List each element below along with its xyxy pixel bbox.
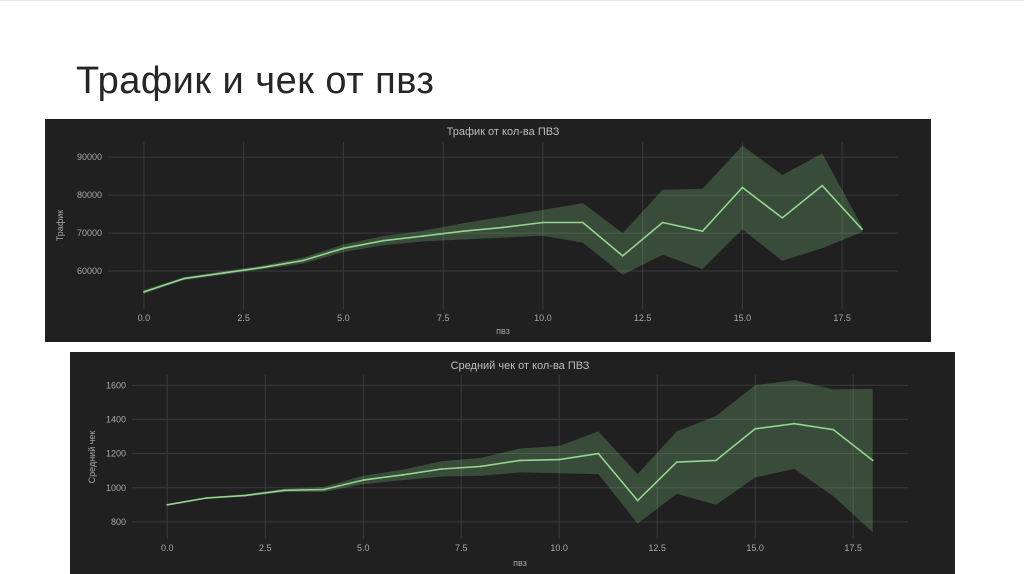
data-point <box>832 428 835 431</box>
data-point <box>262 266 265 269</box>
confidence-band <box>167 380 873 533</box>
x-tick-label: 7.5 <box>437 313 450 323</box>
y-tick-label: 70000 <box>77 228 102 238</box>
x-tick-label: 17.5 <box>844 543 862 553</box>
data-point <box>541 221 544 224</box>
y-tick-label: 90000 <box>77 152 102 162</box>
y-tick-label: 1200 <box>106 449 126 459</box>
y-tick-label: 800 <box>111 517 126 527</box>
data-point <box>143 291 145 293</box>
x-tick-label: 15.0 <box>734 313 752 323</box>
x-tick-label: 10.0 <box>550 543 568 553</box>
x-tick-label: 2.5 <box>237 313 250 323</box>
data-point <box>701 230 704 233</box>
x-tick-label: 12.5 <box>634 313 652 323</box>
x-tick-label: 7.5 <box>455 543 468 553</box>
avg-check-chart-panel: 0.0 2.5 5.0 7.5 10.0 12.5 15.0 17.5 800 1000 1200 1… <box>70 352 955 574</box>
x-tick-label: 12.5 <box>648 543 666 553</box>
x-axis-label: пвз <box>513 558 527 568</box>
y-tick-label: 80000 <box>77 190 102 200</box>
data-point <box>581 221 584 224</box>
data-point <box>519 459 521 462</box>
data-point <box>781 217 784 219</box>
data-point <box>205 497 208 499</box>
traffic-chart: 0.0 2.5 5.0 7.5 10.0 12.5 15.0 17.5 60000 70000 80… <box>55 126 898 336</box>
data-point <box>661 221 664 224</box>
y-tick-label: 1600 <box>106 380 126 390</box>
x-tick-label: 0.0 <box>161 543 174 553</box>
data-point <box>636 499 639 502</box>
data-point <box>182 277 185 280</box>
data-points <box>143 184 863 293</box>
page-title: Трафик и чек от пвз <box>76 60 435 102</box>
data-point <box>222 272 225 274</box>
x-tick-label: 5.0 <box>357 543 370 553</box>
y-tick-label: 1000 <box>106 483 126 493</box>
grid <box>132 375 908 539</box>
data-point <box>382 239 385 242</box>
data-point <box>597 452 600 455</box>
data-point <box>440 468 443 470</box>
data-point <box>479 465 482 468</box>
data-point <box>715 459 717 462</box>
top-rule <box>0 0 1024 1</box>
data-point <box>502 226 504 229</box>
chart-title: Средний чек от кол-ва ПВЗ <box>451 360 590 372</box>
x-tick-label: 15.0 <box>746 543 764 553</box>
data-point <box>558 458 561 461</box>
data-point <box>821 184 824 187</box>
grid <box>108 142 898 309</box>
data-point <box>462 230 465 233</box>
data-point <box>401 474 404 476</box>
data-points <box>166 422 874 506</box>
x-axis-label: пвз <box>496 326 510 336</box>
data-point <box>861 228 863 231</box>
data-point <box>754 427 757 430</box>
y-axis-label: Трафик <box>55 210 65 241</box>
data-point <box>621 254 624 257</box>
y-axis-label: Средний чек <box>87 431 97 484</box>
y-tick-label: 1400 <box>106 414 126 424</box>
confidence-band <box>143 145 863 294</box>
data-point <box>362 479 365 481</box>
x-tick-label: 10.0 <box>534 313 552 323</box>
data-point <box>675 461 678 464</box>
data-point <box>422 235 425 238</box>
x-tick-label: 17.5 <box>833 313 851 323</box>
data-point <box>283 489 286 492</box>
x-tick-label: 2.5 <box>259 543 272 553</box>
x-tick-label: 0.0 <box>138 313 151 323</box>
data-point <box>741 186 744 189</box>
data-point <box>166 503 169 506</box>
data-point <box>323 488 325 491</box>
data-point <box>244 494 247 497</box>
data-point <box>871 459 874 462</box>
y-tick-label: 60000 <box>77 266 102 276</box>
data-point <box>302 259 305 262</box>
avg-check-chart: 0.0 2.5 5.0 7.5 10.0 12.5 15.0 17.5 800 1000 1200 1… <box>87 360 908 568</box>
data-point <box>793 422 796 425</box>
x-tick-label: 5.0 <box>337 313 350 323</box>
traffic-chart-panel: 0.0 2.5 5.0 7.5 10.0 12.5 15.0 17.5 60000 70000 80… <box>45 119 931 342</box>
chart-title: Трафик от кол-ва ПВЗ <box>447 126 560 138</box>
data-point <box>342 247 345 250</box>
